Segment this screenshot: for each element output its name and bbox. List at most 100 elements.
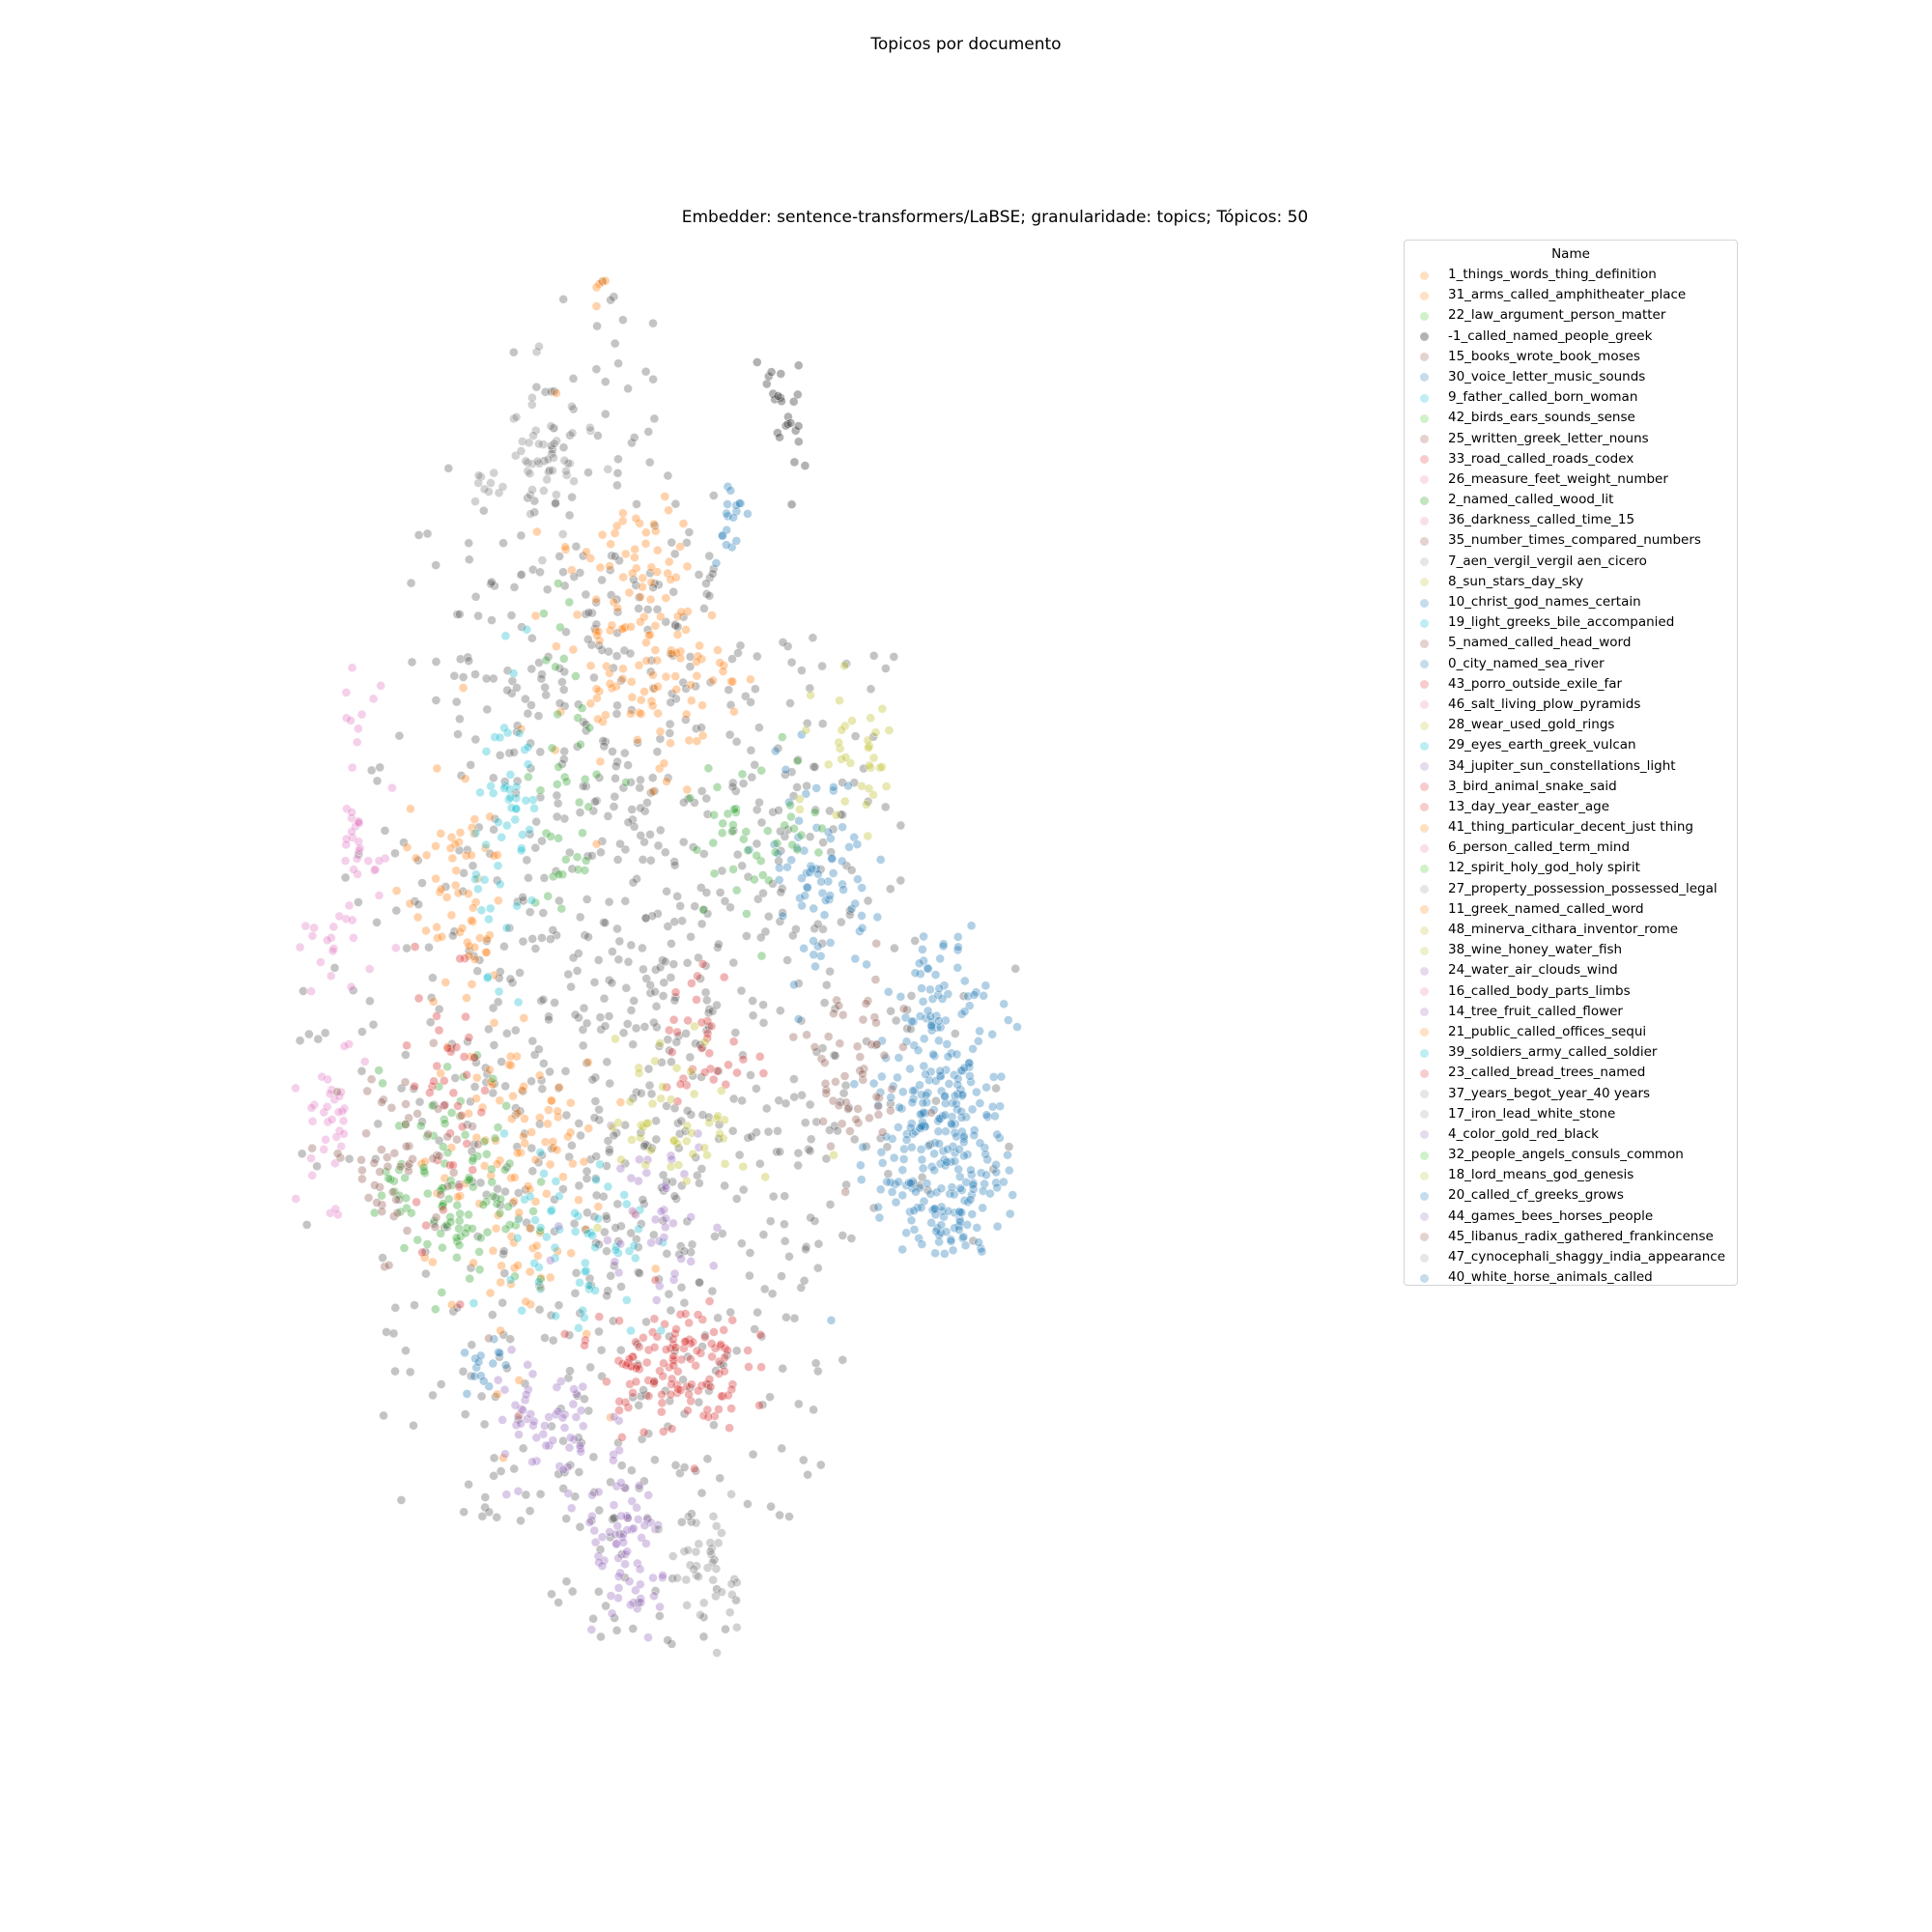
scatter-point bbox=[708, 564, 719, 574]
legend-marker bbox=[1420, 1212, 1429, 1222]
scatter-point bbox=[458, 1367, 469, 1377]
scatter-point bbox=[727, 1315, 738, 1325]
scatter-point bbox=[504, 1158, 515, 1169]
scatter-point bbox=[580, 1266, 590, 1277]
scatter-point bbox=[504, 748, 515, 758]
scatter-point bbox=[634, 1224, 643, 1235]
scatter-point bbox=[897, 1087, 908, 1097]
scatter-point bbox=[564, 1330, 575, 1340]
scatter-point bbox=[929, 1149, 939, 1159]
scatter-point bbox=[523, 1360, 533, 1370]
scatter-point bbox=[619, 645, 630, 656]
scatter-point bbox=[1004, 1142, 1014, 1151]
scatter-point bbox=[565, 1433, 576, 1443]
scatter-point bbox=[886, 1093, 896, 1102]
scatter-point bbox=[682, 1106, 693, 1116]
scatter-point bbox=[643, 1491, 654, 1500]
scatter-point bbox=[607, 551, 616, 561]
scatter-point bbox=[846, 904, 857, 914]
scatter-point bbox=[660, 492, 670, 501]
scatter-point bbox=[930, 1248, 940, 1259]
scatter-point bbox=[668, 1136, 679, 1146]
scatter-point bbox=[843, 781, 853, 791]
scatter-point bbox=[775, 1147, 785, 1157]
scatter-point bbox=[742, 909, 752, 919]
scatter-point bbox=[612, 700, 622, 711]
scatter-point bbox=[796, 830, 807, 840]
scatter-point bbox=[453, 888, 464, 898]
scatter-point bbox=[1008, 1190, 1017, 1200]
scatter-point bbox=[559, 1423, 570, 1433]
scatter-point bbox=[647, 1098, 658, 1109]
scatter-point bbox=[614, 1397, 625, 1406]
scatter-point bbox=[552, 811, 562, 822]
scatter-point bbox=[835, 1038, 845, 1048]
scatter-point bbox=[656, 611, 666, 622]
scatter-point bbox=[772, 1147, 781, 1157]
scatter-point bbox=[734, 498, 745, 508]
scatter-point bbox=[755, 1330, 766, 1340]
scatter-point bbox=[333, 1107, 344, 1117]
scatter-point bbox=[942, 1157, 952, 1167]
scatter-point bbox=[819, 910, 830, 921]
scatter-point bbox=[930, 1209, 941, 1220]
scatter-point bbox=[394, 730, 405, 741]
scatter-point bbox=[552, 490, 561, 499]
legend-marker bbox=[1420, 455, 1429, 465]
scatter-point bbox=[689, 1564, 698, 1575]
scatter-point bbox=[629, 996, 639, 1006]
scatter-point bbox=[765, 1392, 775, 1402]
scatter-point bbox=[363, 856, 374, 867]
scatter-point bbox=[571, 1268, 582, 1278]
legend-entry: 35_number_times_compared_numbers bbox=[1405, 530, 1737, 551]
scatter-point bbox=[810, 961, 820, 972]
scatter-point bbox=[428, 1038, 439, 1048]
scatter-point bbox=[956, 1009, 967, 1019]
scatter-point bbox=[573, 713, 583, 724]
scatter-point bbox=[568, 1158, 578, 1169]
scatter-point bbox=[402, 1040, 412, 1051]
scatter-point bbox=[618, 1028, 629, 1037]
scatter-point bbox=[557, 529, 568, 539]
scatter-point bbox=[417, 878, 427, 888]
scatter-point bbox=[845, 910, 855, 920]
legend-entry: 20_called_cf_greeks_grows bbox=[1405, 1185, 1737, 1206]
scatter-point bbox=[550, 1195, 559, 1205]
scatter-point bbox=[720, 1180, 729, 1191]
scatter-point bbox=[307, 1171, 318, 1180]
scatter-point bbox=[720, 1159, 730, 1169]
scatter-point bbox=[597, 529, 608, 540]
scatter-point bbox=[702, 1405, 713, 1415]
scatter-point bbox=[827, 854, 838, 865]
scatter-point bbox=[649, 519, 659, 529]
scatter-point bbox=[391, 886, 402, 895]
scatter-point bbox=[410, 1300, 419, 1310]
scatter-point bbox=[590, 1096, 601, 1106]
scatter-point bbox=[578, 1421, 588, 1432]
scatter-point bbox=[504, 923, 515, 933]
scatter-point bbox=[499, 1128, 509, 1139]
scatter-point bbox=[955, 1183, 966, 1194]
scatter-point bbox=[679, 1297, 690, 1308]
scatter-point bbox=[654, 1611, 665, 1621]
scatter-point bbox=[905, 1064, 915, 1074]
scatter-point bbox=[469, 1082, 480, 1092]
scatter-point bbox=[543, 454, 554, 465]
legend-marker bbox=[1420, 925, 1429, 935]
scatter-point bbox=[543, 891, 554, 901]
scatter-point bbox=[518, 1406, 528, 1415]
legend-entry: 39_soldiers_army_called_soldier bbox=[1405, 1042, 1737, 1063]
scatter-point bbox=[295, 942, 305, 952]
scatter-point bbox=[559, 455, 570, 466]
scatter-point bbox=[411, 853, 421, 864]
legend-label: 11_greek_named_called_word bbox=[1448, 900, 1644, 917]
scatter-point bbox=[897, 1165, 908, 1175]
scatter-point bbox=[746, 697, 755, 707]
scatter-point bbox=[910, 968, 921, 979]
scatter-point bbox=[696, 723, 706, 733]
scatter-point bbox=[602, 1246, 611, 1256]
scatter-point bbox=[834, 1001, 844, 1010]
scatter-point bbox=[812, 919, 823, 929]
scatter-point bbox=[417, 1247, 427, 1258]
scatter-point bbox=[458, 672, 469, 682]
